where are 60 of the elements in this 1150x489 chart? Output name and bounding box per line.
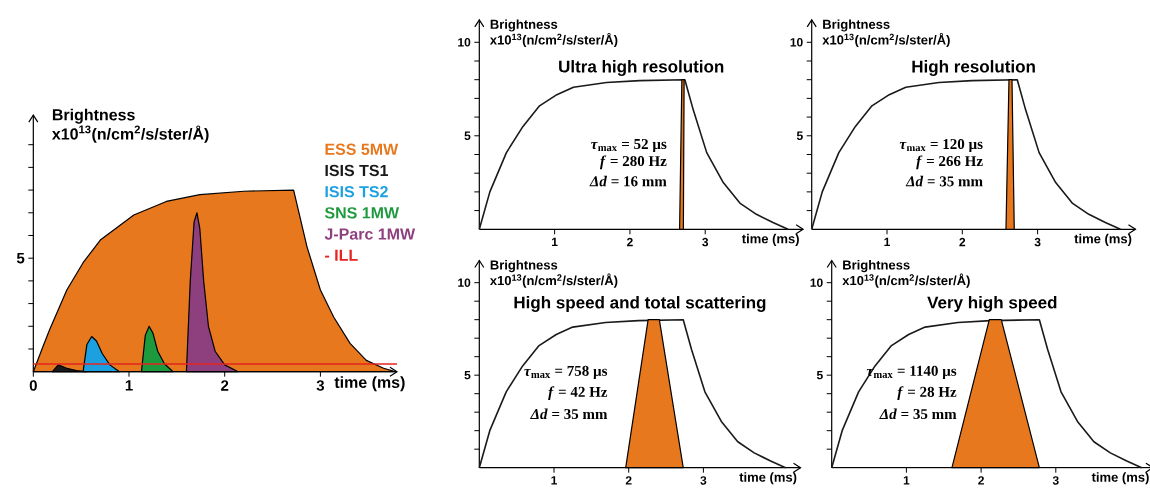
text: High speed and total scattering: [514, 296, 766, 312]
y-axis-title: Brightness x10$^{13}$(n/cm$^{2}$/s/ster/Å): [842, 260, 970, 288]
annotation: τ$_{max}$ = 52 µs: [591, 138, 667, 153]
x-tick-label: 1: [903, 476, 910, 485]
x-tick-label: 3: [316, 380, 325, 391]
annotation: f = 42 Hz: [548, 386, 608, 400]
x-axis-title: time (ms): [739, 472, 797, 485]
y-tick-label: 5: [816, 371, 823, 380]
annotation: f = 266 Hz: [916, 155, 983, 170]
y-tick-label: 10: [790, 38, 803, 47]
x-tick-label: 2: [625, 476, 632, 485]
y-tick-label: 5: [16, 252, 25, 264]
text: High resolution: [912, 60, 1035, 76]
y-tick-label: 10: [458, 38, 471, 47]
text: ISIS TS1: [325, 164, 389, 177]
x-axis-title: time (ms): [1091, 472, 1149, 485]
annotation: Δd = 16 mm: [589, 175, 667, 187]
y-tick-label: 10: [458, 278, 471, 287]
y-axis-title: Brightness x10$^{13}$(n/cm$^{2}$/s/ster/Å): [822, 19, 950, 48]
line-series: [810, 78, 1122, 231]
text: Very high speed: [927, 296, 1057, 312]
x-tick-label: 3: [1034, 237, 1041, 247]
y-tick-label: 5: [796, 131, 803, 140]
line-series: [830, 318, 1143, 469]
y-tick-label: 10: [810, 278, 823, 287]
y-axis-title: Brightness x10$^{13}$(n/cm$^{2}$/s/ster/Å): [51, 108, 209, 143]
text: ISIS TS2: [325, 186, 388, 198]
y-axis-title: Brightness x10$^{13}$(n/cm$^{2}$/s/ster/Å): [489, 19, 618, 48]
x-tick-label: 2: [959, 237, 966, 247]
annotation: Δd = 35 mm: [905, 175, 983, 187]
y-axis-title: Brightness x10$^{13}$(n/cm$^{2}$/s/ster/Å): [489, 260, 618, 288]
annotation: Δd = 35 mm: [879, 408, 957, 420]
text: ESS 5MW: [325, 143, 399, 155]
x-axis-title: time (ms): [1074, 233, 1132, 246]
x-tick-label: 1: [552, 237, 558, 247]
x-tick-label: 3: [702, 237, 709, 247]
y-tick-label: 5: [464, 371, 471, 380]
x-tick-label: 3: [700, 476, 707, 485]
text: - ILL: [325, 249, 358, 261]
line-series: [478, 318, 787, 469]
x-tick-label: 0: [29, 380, 37, 391]
x-tick-label: 3: [1052, 476, 1059, 485]
x-axis-title: time (ms): [741, 233, 799, 246]
line-series: [478, 78, 789, 231]
text: Ultra high resolution: [559, 60, 724, 76]
x-tick-label: 1: [884, 237, 890, 247]
x-tick-label: 1: [125, 380, 133, 391]
x-tick-label: 1: [551, 476, 558, 485]
annotation: f = 280 Hz: [599, 155, 667, 170]
x-tick-label: 2: [978, 476, 984, 485]
text: SNS 1MW: [324, 207, 400, 219]
annotation: τ$_{max}$ = 120 µs: [899, 138, 983, 153]
text: J-Parc 1MW: [324, 228, 416, 240]
x-axis-title: time (ms): [334, 376, 405, 392]
annotation: Δd = 35 mm: [530, 408, 608, 420]
y-tick-label: 5: [464, 131, 471, 140]
annotation: τ$_{max}$ = 758 µs: [524, 365, 608, 379]
annotation: f = 28 Hz: [897, 386, 957, 400]
x-tick-label: 2: [626, 237, 633, 247]
x-tick-label: 2: [221, 380, 229, 391]
